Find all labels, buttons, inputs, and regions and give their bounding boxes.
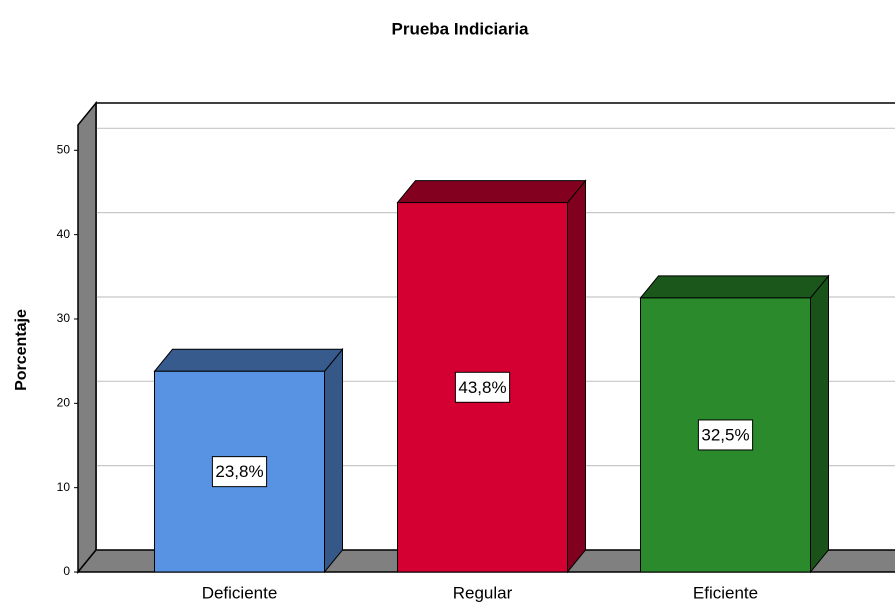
y-axis-title: Porcentaje [13, 309, 30, 391]
value-label-box [211, 456, 268, 488]
value-label-box [697, 419, 754, 451]
x-tick-label: Regular [453, 583, 513, 602]
y-tick-label: 50 [57, 142, 71, 156]
chart-title: Prueba Indiciaria [392, 19, 530, 38]
bar-top [396, 180, 587, 204]
y-tick-label: 40 [57, 227, 71, 241]
value-label: 23,8% [215, 462, 263, 481]
x-tick-label: Eficiente [693, 583, 758, 602]
value-label: 43,8% [458, 378, 506, 397]
y-tick-label: 10 [57, 480, 71, 494]
value-label: 32,5% [701, 425, 749, 444]
y-tick-label: 30 [57, 311, 71, 325]
bar-side [810, 274, 829, 574]
bar-top [639, 275, 830, 299]
left-wall [77, 100, 97, 575]
bar-side [324, 347, 343, 574]
y-tick-label: 0 [63, 564, 70, 578]
x-tick-label: Deficiente [202, 583, 278, 602]
y-tick-label: 20 [57, 395, 71, 409]
grid-line [77, 127, 895, 151]
bar-side [567, 179, 586, 574]
bar-top [153, 348, 344, 372]
value-label-box [454, 371, 511, 403]
